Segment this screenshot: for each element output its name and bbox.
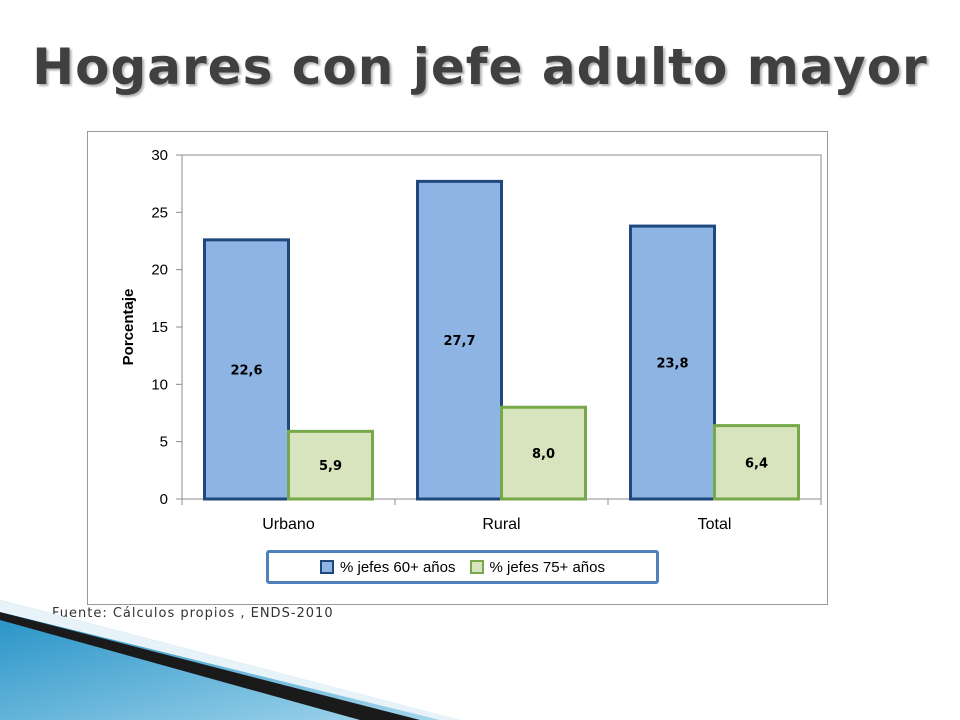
data-label: 6,4 [745, 456, 768, 471]
y-tick-label: 10 [151, 376, 168, 393]
legend-swatch-series-2 [469, 560, 484, 574]
y-axis-title: Porcentaje [120, 289, 137, 366]
corner-decoration [0, 600, 460, 720]
slide-title: Hogares con jefe adulto mayor [32, 38, 928, 96]
data-label: 8,0 [532, 447, 555, 462]
bar-series-1 [203, 238, 290, 501]
decoration-wedge-dark [0, 612, 420, 720]
legend-label-series-1: % jefes 60+ años [340, 558, 456, 576]
bar-series-1 [416, 179, 503, 501]
bar-series-2 [713, 424, 800, 501]
y-tick-label: 30 [151, 147, 168, 164]
x-category-label: Total [698, 516, 732, 533]
chart-area: 0 5 10 15 20 25 30 Porcentaje Urbano 22,6 5,9 Rural… [87, 131, 828, 605]
x-category-label: Rural [482, 516, 520, 533]
y-tick-label: 20 [151, 262, 168, 279]
decoration-wedge-light [0, 600, 460, 720]
x-category-label: Urbano [262, 516, 315, 533]
bar-series-1 [629, 224, 716, 501]
chart-legend: % jefes 60+ años % jefes 75+ años [266, 550, 659, 584]
y-tick-label: 0 [160, 491, 168, 508]
legend-swatch-series-1 [320, 560, 334, 574]
bar-series-2 [287, 429, 374, 501]
data-label: 22,6 [230, 363, 262, 378]
data-label: 27,7 [443, 334, 475, 349]
chart-plot: 0 5 10 15 20 25 30 Porcentaje Urbano 22,6 5,9 Rural… [120, 147, 822, 533]
data-label: 5,9 [319, 459, 342, 474]
legend-item-series-2: % jefes 75+ años [469, 558, 606, 576]
legend-label-series-2: % jefes 75+ años [489, 558, 606, 576]
bar-series-2 [500, 405, 587, 501]
y-tick-label: 5 [160, 434, 168, 451]
y-tick-label: 25 [151, 204, 168, 221]
legend-item-series-1: % jefes 60+ años [320, 559, 456, 576]
data-label: 23,8 [656, 357, 688, 372]
y-tick-label: 15 [151, 319, 168, 336]
source-note: Fuente: Cálculos propios , ENDS-2010 [52, 606, 334, 621]
